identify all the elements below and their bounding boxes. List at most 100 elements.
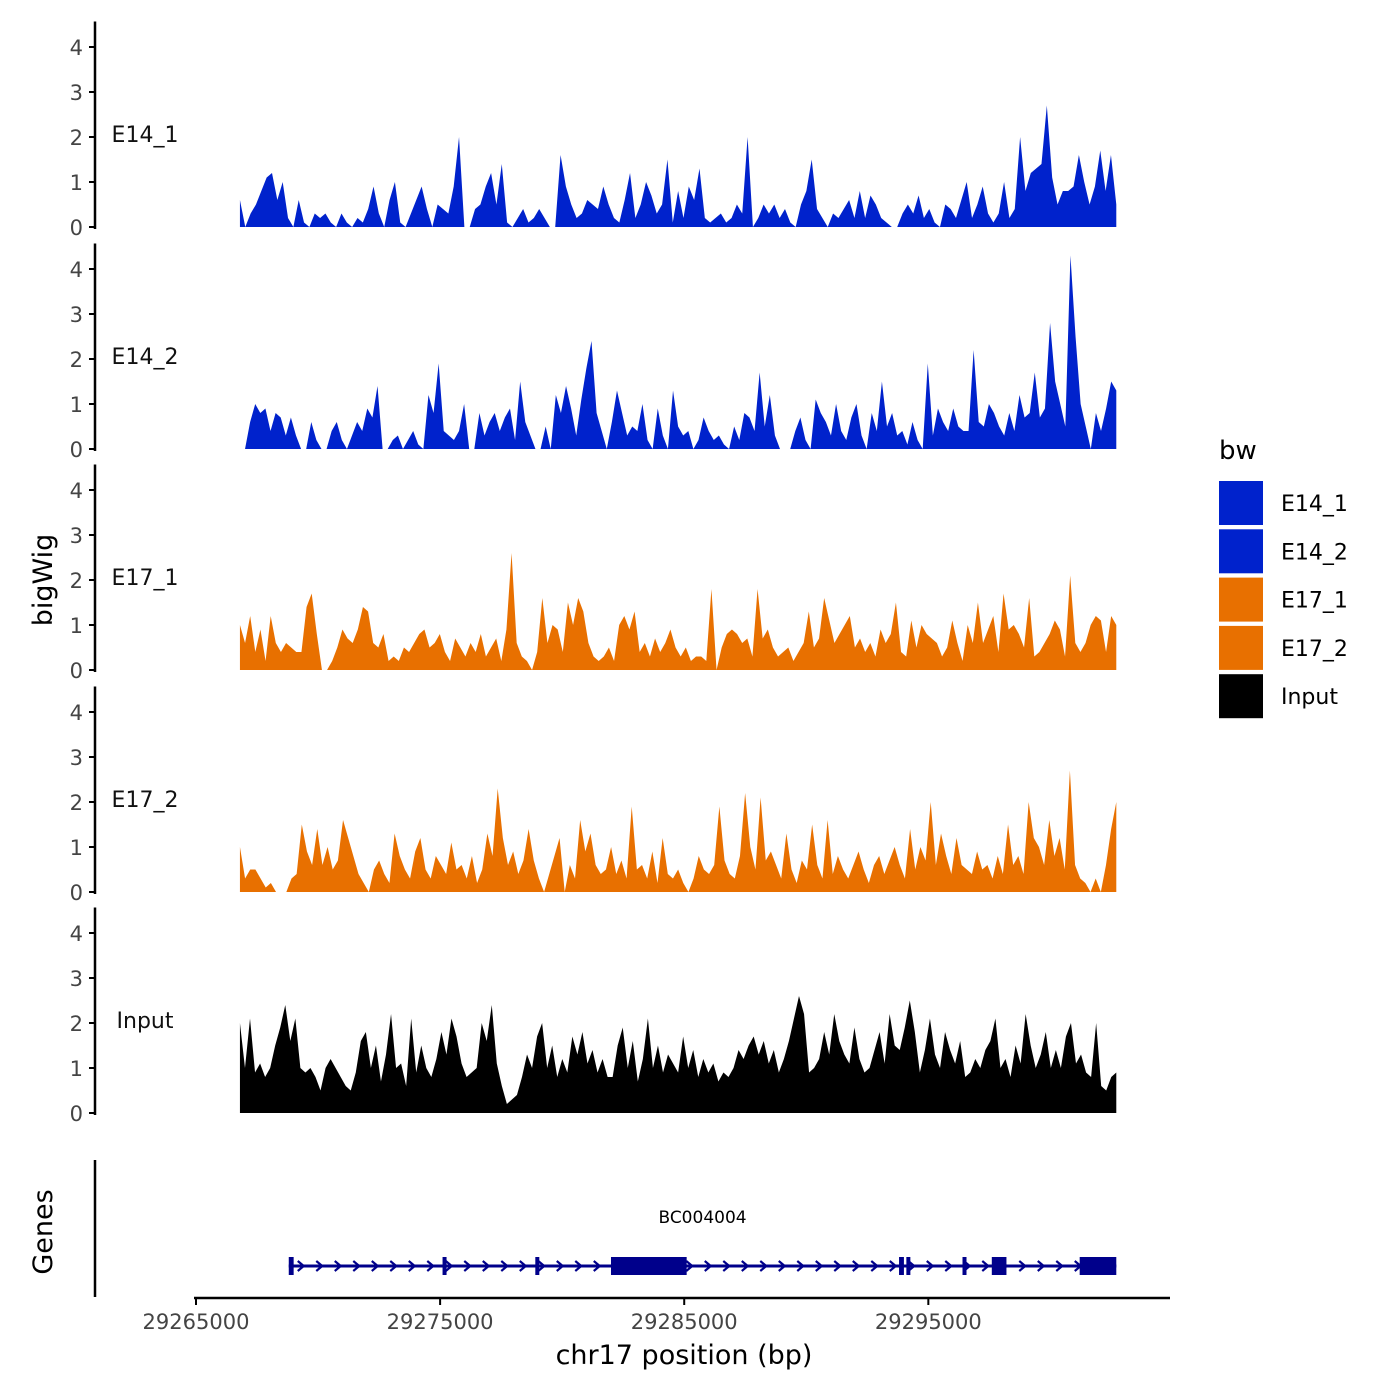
x-axis: 29265000 29275000 29285000 29295000 — [143, 1296, 1170, 1334]
y-tick-label: 3 — [70, 81, 83, 105]
y-tick-label: 4 — [70, 479, 83, 503]
gene-track: BC004004 — [93, 1160, 1117, 1297]
strand-arrow — [593, 1260, 602, 1272]
strand-arrow — [371, 1260, 380, 1272]
y-tick-label: 4 — [70, 36, 83, 60]
coverage-area-E17_1 — [239, 553, 1117, 670]
strand-arrow — [741, 1260, 750, 1272]
strand-arrow — [352, 1260, 361, 1272]
track-Input: 0 1 2 3 4 Input — [70, 907, 1117, 1126]
y-tick-label: 1 — [70, 614, 83, 638]
strand-arrow — [1055, 1260, 1064, 1272]
y-tick-label: 4 — [70, 258, 83, 282]
strand-arrow — [537, 1260, 546, 1272]
y-tick-label: 0 — [70, 881, 83, 905]
y-tick-label: 3 — [70, 524, 83, 548]
strand-arrow — [315, 1260, 324, 1272]
strand-arrow — [574, 1260, 583, 1272]
legend-title: bw — [1219, 436, 1257, 466]
legend-label-E14_1: E14_1 — [1281, 492, 1348, 517]
strand-arrow — [796, 1260, 805, 1272]
y-tick-label: 3 — [70, 746, 83, 770]
gene-exon — [1079, 1257, 1117, 1275]
y-tick-label: 0 — [70, 1102, 83, 1126]
strand-arrow — [519, 1260, 528, 1272]
track-E14_2: 0 1 2 3 4 E14_2 — [70, 243, 1117, 462]
x-axis-label: chr17 position (bp) — [556, 1340, 813, 1371]
legend: bw E14_1 E14_2 E17_1 E17_2 Input — [1219, 436, 1348, 719]
y-tick-label: 2 — [70, 791, 83, 815]
genes-axis-label: Genes — [28, 1189, 59, 1274]
gene-exon — [991, 1257, 1007, 1275]
strand-arrow — [426, 1260, 435, 1272]
strand-arrow — [389, 1260, 398, 1272]
y-tick-label: 2 — [70, 348, 83, 372]
coverage-area-Input — [239, 996, 1117, 1113]
strand-arrow — [944, 1260, 953, 1272]
y-tick-label: 4 — [70, 701, 83, 725]
y-tick-label: 0 — [70, 659, 83, 683]
x-tick-label: 29265000 — [143, 1310, 250, 1334]
y-tick-label: 1 — [70, 171, 83, 195]
legend-label-Input: Input — [1281, 685, 1338, 710]
strand-arrow — [482, 1260, 491, 1272]
y-tick-label: 0 — [70, 438, 83, 462]
track-label: Input — [117, 1009, 174, 1034]
y-tick-label: 1 — [70, 393, 83, 417]
strand-arrow — [685, 1260, 694, 1272]
strand-arrow — [852, 1260, 861, 1272]
legend-swatch-E17_2 — [1219, 625, 1263, 670]
gene-exon — [535, 1257, 540, 1275]
coverage-tracks: 0 1 2 3 4 E14_1 0 1 2 3 4 E14_2 0 1 2 3 4 E17_1 0 1 2 3 4 E17_2… — [70, 21, 1117, 1126]
y-tick-label: 3 — [70, 967, 83, 991]
legend-swatch-Input — [1219, 674, 1263, 719]
track-label: E17_2 — [112, 788, 179, 813]
legend-swatch-E14_1 — [1219, 481, 1263, 525]
track-label: E14_1 — [112, 123, 179, 148]
strand-arrow — [1018, 1260, 1027, 1272]
legend-label-E17_2: E17_2 — [1281, 637, 1348, 662]
gene-exon — [288, 1257, 294, 1275]
legend-swatch-E17_1 — [1219, 577, 1263, 622]
strand-arrow — [926, 1260, 935, 1272]
strand-arrow — [815, 1260, 824, 1272]
legend-swatch-E14_2 — [1219, 529, 1263, 574]
strand-arrow — [334, 1260, 343, 1272]
y-tick-label: 2 — [70, 1012, 83, 1036]
strand-arrow — [870, 1260, 879, 1272]
strand-arrow — [833, 1260, 842, 1272]
strand-arrow — [408, 1260, 417, 1272]
y-tick-label: 4 — [70, 922, 83, 946]
strand-arrow — [297, 1260, 306, 1272]
gene-BC004004: BC004004 — [288, 1208, 1117, 1275]
gene-name-label: BC004004 — [658, 1208, 746, 1228]
track-label: E14_2 — [112, 345, 179, 370]
gene-exon — [906, 1257, 911, 1275]
gene-exon — [962, 1257, 967, 1275]
track-E14_1: 0 1 2 3 4 E14_1 — [70, 21, 1117, 240]
strand-arrow — [722, 1260, 731, 1272]
gene-exon — [899, 1257, 904, 1275]
strand-arrow — [981, 1260, 990, 1272]
strand-arrow — [889, 1260, 898, 1272]
x-tick-label: 29275000 — [387, 1310, 494, 1334]
strand-arrow — [778, 1260, 787, 1272]
y-tick-label: 2 — [70, 126, 83, 150]
x-tick-label: 29295000 — [875, 1310, 982, 1334]
legend-label-E17_1: E17_1 — [1281, 589, 1348, 614]
strand-arrow — [445, 1260, 454, 1272]
y-axis-label: bigWig — [28, 534, 59, 627]
legend-label-E14_2: E14_2 — [1281, 540, 1348, 565]
track-E17_1: 0 1 2 3 4 E17_1 — [70, 464, 1117, 683]
y-tick-label: 1 — [70, 1057, 83, 1081]
gene-exon — [442, 1257, 447, 1275]
strand-arrow — [463, 1260, 472, 1272]
y-tick-label: 3 — [70, 303, 83, 327]
track-label: E17_1 — [112, 566, 179, 591]
strand-arrow — [759, 1260, 768, 1272]
strand-arrow — [500, 1260, 509, 1272]
coverage-area-E14_2 — [239, 255, 1117, 449]
y-tick-label: 0 — [70, 216, 83, 240]
gene-exon — [610, 1257, 687, 1275]
